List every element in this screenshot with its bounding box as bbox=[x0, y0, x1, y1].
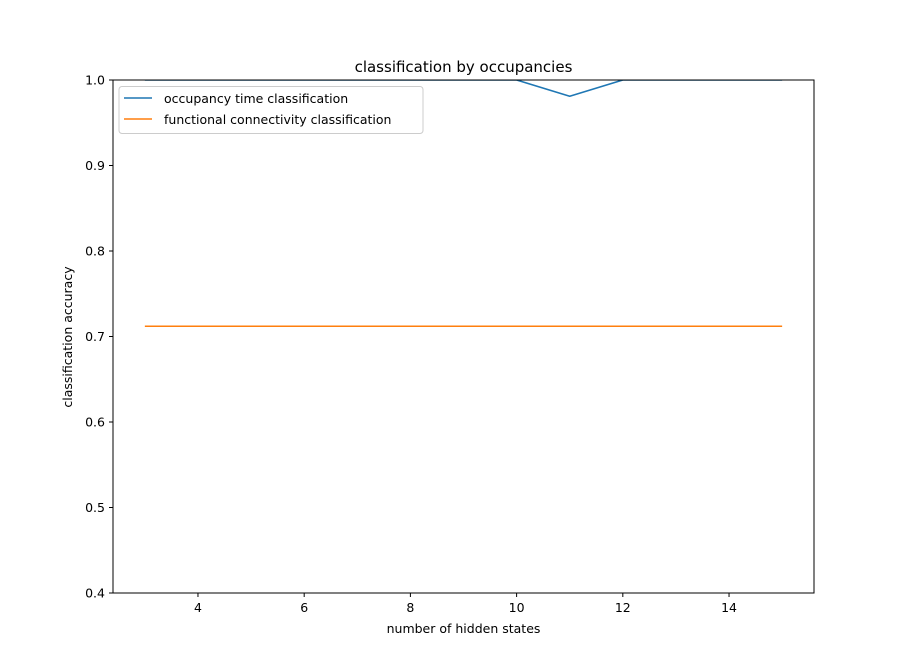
legend-box bbox=[118, 86, 424, 134]
x-tick-label: 8 bbox=[406, 600, 414, 615]
x-tick-label: 6 bbox=[300, 600, 308, 615]
y-axis-ticks: 0.4 0.5 0.6 0.7 0.8 0.9 1.0 bbox=[85, 73, 113, 601]
legend-label-functional: functional connectivity classification bbox=[164, 112, 391, 127]
x-tick-label: 4 bbox=[194, 600, 202, 615]
y-tick-label: 0.4 bbox=[85, 586, 105, 601]
y-tick-label: 0.6 bbox=[85, 415, 105, 430]
x-axis-ticks: 4 6 8 10 12 14 bbox=[194, 593, 737, 615]
y-tick-label: 0.5 bbox=[85, 500, 105, 515]
y-tick-label: 0.7 bbox=[85, 329, 105, 344]
y-tick-label: 0.9 bbox=[85, 158, 105, 173]
x-tick-label: 12 bbox=[615, 600, 631, 615]
plot-frame bbox=[112, 79, 815, 594]
x-tick-label: 10 bbox=[509, 600, 525, 615]
y-tick-label: 0.8 bbox=[85, 244, 105, 259]
series-layer bbox=[144, 80, 783, 328]
legend: occupancy time classification functional… bbox=[118, 86, 424, 134]
legend-label-occupancy: occupancy time classification bbox=[164, 91, 348, 106]
y-axis-label: classification accuracy bbox=[60, 266, 75, 408]
x-axis-label: number of hidden states bbox=[387, 621, 541, 636]
chart-title: classification by occupancies bbox=[355, 58, 573, 76]
y-tick-label: 1.0 bbox=[85, 73, 105, 88]
x-tick-label: 14 bbox=[721, 600, 737, 615]
